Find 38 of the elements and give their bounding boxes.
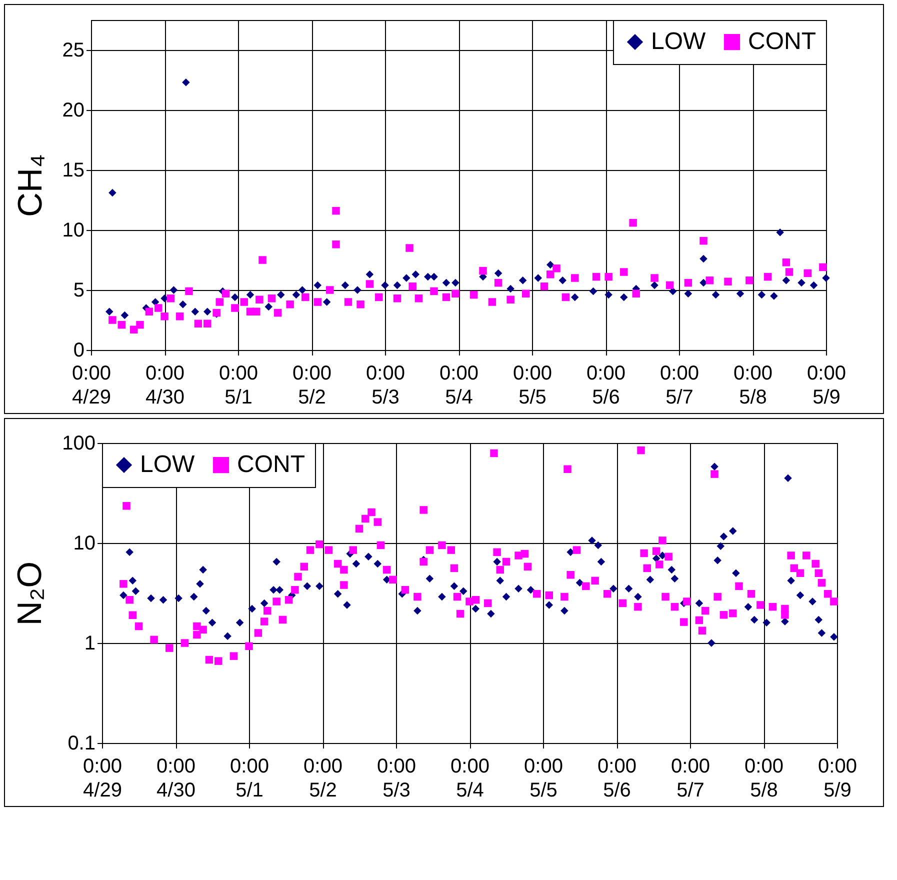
y-tick-label: 20	[62, 100, 84, 122]
x-tick-label: 0:00 5/9	[818, 756, 857, 802]
y-tick-label: 0	[73, 340, 84, 362]
y-axis-title: CH₄	[11, 154, 50, 217]
x-tick-label: 0:00 5/7	[660, 362, 699, 408]
legend-label: CONT	[237, 451, 306, 478]
legend-label: LOW	[651, 28, 706, 55]
x-tick-label: 0:00 5/2	[292, 362, 332, 408]
legend-label: CONT	[748, 28, 816, 55]
y-tick-label: 15	[62, 160, 84, 182]
x-tick-label: 0:00 5/7	[671, 756, 710, 802]
legend-label: LOW	[140, 451, 196, 478]
x-tick-label: 0:00 5/4	[450, 756, 490, 802]
x-tick-label: 0:00 4/30	[146, 362, 184, 408]
y-tick-label: 1	[84, 632, 96, 654]
x-tick-label: 0:00 5/8	[744, 756, 784, 802]
y-tick-label: 5	[73, 280, 84, 302]
x-tick-label: 0:00 5/8	[734, 362, 772, 408]
x-tick-label: 0:00 4/30	[156, 756, 196, 802]
y-tick-label: 100	[62, 432, 96, 454]
y-tick-label: 10	[62, 220, 84, 242]
x-tick-label: 0:00 5/9	[807, 362, 846, 408]
x-tick-label: 0:00 4/29	[83, 756, 122, 802]
y-tick-label: 25	[62, 40, 84, 62]
x-tick-label: 0:00 5/2	[304, 756, 342, 802]
x-tick-label: 0:00 5/3	[377, 756, 416, 802]
x-tick-label: 0:00 5/6	[598, 756, 636, 802]
x-tick-label: 0:00 5/3	[366, 362, 405, 408]
x-tick-label: 0:00 4/29	[72, 362, 111, 408]
y-axis-title: N₂O	[11, 561, 50, 626]
y-tick-label: 0.1	[68, 732, 96, 754]
x-tick-label: 0:00 5/1	[230, 756, 269, 802]
x-tick-label: 0:00 5/5	[524, 756, 563, 802]
x-tick-label: 0:00 5/4	[440, 362, 478, 408]
y-tick-label: 10	[73, 532, 96, 554]
x-tick-label: 0:00 5/5	[513, 362, 552, 408]
x-tick-label: 0:00 5/6	[586, 362, 626, 408]
x-tick-label: 0:00 5/1	[219, 362, 258, 408]
